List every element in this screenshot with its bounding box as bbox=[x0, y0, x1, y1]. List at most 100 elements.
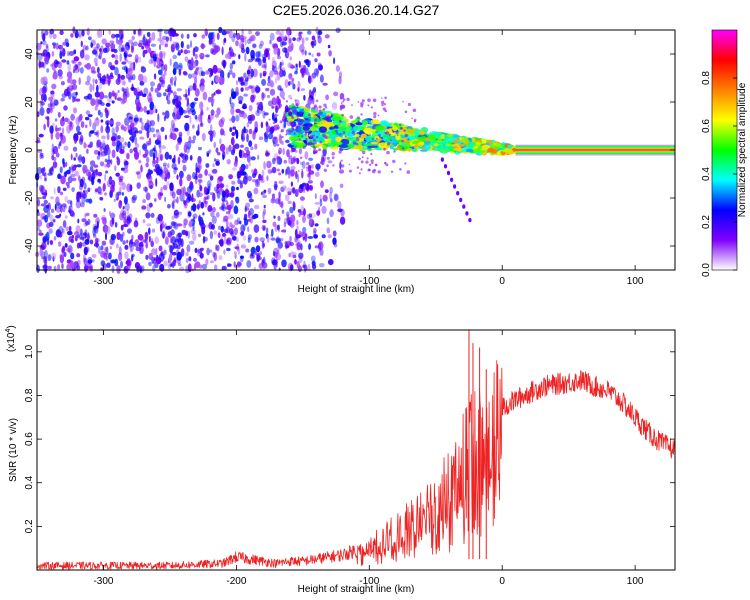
spectrogram-cell bbox=[241, 112, 245, 118]
spectrogram-cell bbox=[303, 107, 311, 113]
spectrogram-cell bbox=[150, 237, 154, 243]
spectrogram-cell bbox=[288, 73, 293, 80]
spectrogram-cell bbox=[123, 126, 127, 132]
spectrogram-cell bbox=[289, 37, 292, 44]
spectrogram-cell bbox=[281, 140, 284, 145]
y-tick-label: 0.6 bbox=[24, 432, 35, 446]
spectrogram-cell bbox=[206, 180, 212, 189]
spectrogram-cell bbox=[174, 80, 176, 87]
spectrogram-cell bbox=[264, 132, 267, 138]
spectrogram-cell bbox=[220, 117, 225, 124]
spectrogram-cell bbox=[443, 164, 448, 169]
spectrogram-cell bbox=[44, 30, 49, 36]
spectrogram-cell bbox=[333, 243, 338, 248]
spectrogram-cell bbox=[301, 135, 304, 138]
spectrogram-cell bbox=[65, 247, 72, 253]
spectrogram-cell bbox=[239, 182, 243, 189]
spectrogram-cell bbox=[186, 140, 192, 150]
spectrogram-cell bbox=[215, 147, 219, 153]
spectrogram-cell bbox=[70, 76, 73, 86]
spectrogram-cell bbox=[51, 83, 57, 90]
spectrogram-cell bbox=[52, 161, 58, 169]
spectrogram-cell bbox=[283, 222, 287, 228]
spectrogram-cell bbox=[42, 236, 47, 243]
spectrogram-cell bbox=[250, 156, 256, 161]
spectrogram-y-label: Frequency (Hz) bbox=[8, 116, 19, 185]
spectrogram-cell bbox=[122, 210, 127, 216]
spectrogram-cell bbox=[79, 178, 84, 188]
spectrogram-cell bbox=[137, 117, 142, 123]
spectrogram-cell bbox=[395, 134, 401, 141]
spectrogram-cell bbox=[37, 226, 41, 232]
spectrogram-cell bbox=[123, 196, 128, 205]
spectrogram-carrier bbox=[515, 145, 675, 148]
spectrogram-cell bbox=[303, 186, 306, 194]
spectrogram-cell bbox=[75, 202, 80, 207]
spectrogram-cell bbox=[49, 240, 54, 245]
spectrogram-cell bbox=[230, 102, 235, 109]
spectrogram-cell bbox=[47, 202, 51, 211]
spectrogram-cell bbox=[142, 199, 147, 204]
spectrogram-cell bbox=[199, 52, 205, 60]
spectrogram-cell bbox=[109, 210, 111, 216]
spectrogram-cell bbox=[292, 201, 295, 208]
spectrogram-cell bbox=[370, 141, 379, 145]
spectrogram-cell bbox=[242, 235, 247, 241]
spectrogram-cell bbox=[231, 132, 236, 136]
spectrogram-cell bbox=[45, 231, 50, 241]
spectrogram-cell bbox=[87, 93, 93, 100]
spectrogram-cell bbox=[41, 192, 48, 196]
spectrogram-cell bbox=[108, 120, 114, 125]
spectrogram-cell bbox=[446, 134, 455, 137]
spectrogram-cell bbox=[130, 86, 135, 91]
spectrogram-cell bbox=[264, 131, 269, 140]
spectrogram-cell bbox=[250, 68, 254, 78]
spectrogram-cell bbox=[185, 257, 189, 263]
spectrogram-cell bbox=[84, 213, 87, 218]
spectrogram-cell bbox=[195, 130, 200, 136]
spectrogram-cell bbox=[43, 199, 48, 205]
spectrogram-cell bbox=[236, 171, 241, 180]
spectrogram-cell bbox=[270, 197, 276, 204]
spectrogram-cell bbox=[475, 141, 481, 146]
spectrogram-cell bbox=[126, 258, 131, 267]
spectrogram-cell bbox=[87, 114, 93, 118]
spectrogram-cell bbox=[249, 216, 253, 224]
spectrogram-cell bbox=[378, 133, 381, 137]
spectrogram-cell bbox=[165, 88, 169, 93]
spectrogram-cell bbox=[171, 251, 177, 256]
spectrogram-cell bbox=[313, 39, 317, 47]
spectrogram-cell bbox=[40, 77, 46, 85]
spectrogram-cell bbox=[76, 242, 80, 249]
spectrogram-cell bbox=[114, 221, 118, 228]
figure-title: C2E5.2026.036.20.14.G27 bbox=[273, 2, 440, 18]
spectrogram-cell bbox=[223, 236, 227, 245]
spectrogram-cell bbox=[90, 42, 93, 48]
y-tick-label: 1.0 bbox=[24, 344, 35, 358]
spectrogram-cell bbox=[46, 236, 50, 246]
spectrogram-cell bbox=[263, 161, 266, 170]
spectrogram-cell bbox=[153, 59, 156, 68]
spectrogram-cell bbox=[296, 106, 299, 109]
spectrogram-cell bbox=[191, 109, 196, 116]
spectrogram-cell bbox=[447, 137, 457, 142]
spectrogram-cell bbox=[200, 201, 205, 209]
spectrogram-cell bbox=[155, 178, 158, 187]
spectrogram-cell bbox=[323, 168, 327, 172]
spectrogram-cell bbox=[296, 225, 299, 231]
spectrogram-cell bbox=[222, 154, 225, 161]
spectrogram-cell bbox=[229, 48, 234, 57]
spectrogram-cell bbox=[38, 133, 44, 138]
spectrogram-cell bbox=[307, 142, 311, 146]
spectrogram-cell bbox=[171, 261, 175, 269]
spectrogram-cell bbox=[302, 226, 307, 233]
spectrogram-cell bbox=[124, 45, 129, 54]
spectrogram-cell bbox=[40, 203, 46, 207]
spectrogram-cell bbox=[142, 186, 148, 192]
spectrogram-cell bbox=[134, 136, 138, 145]
spectrogram-cell bbox=[310, 74, 314, 83]
spectrogram-cell bbox=[141, 265, 145, 270]
spectrogram-cell bbox=[288, 155, 291, 164]
spectrogram-cell bbox=[71, 166, 77, 171]
